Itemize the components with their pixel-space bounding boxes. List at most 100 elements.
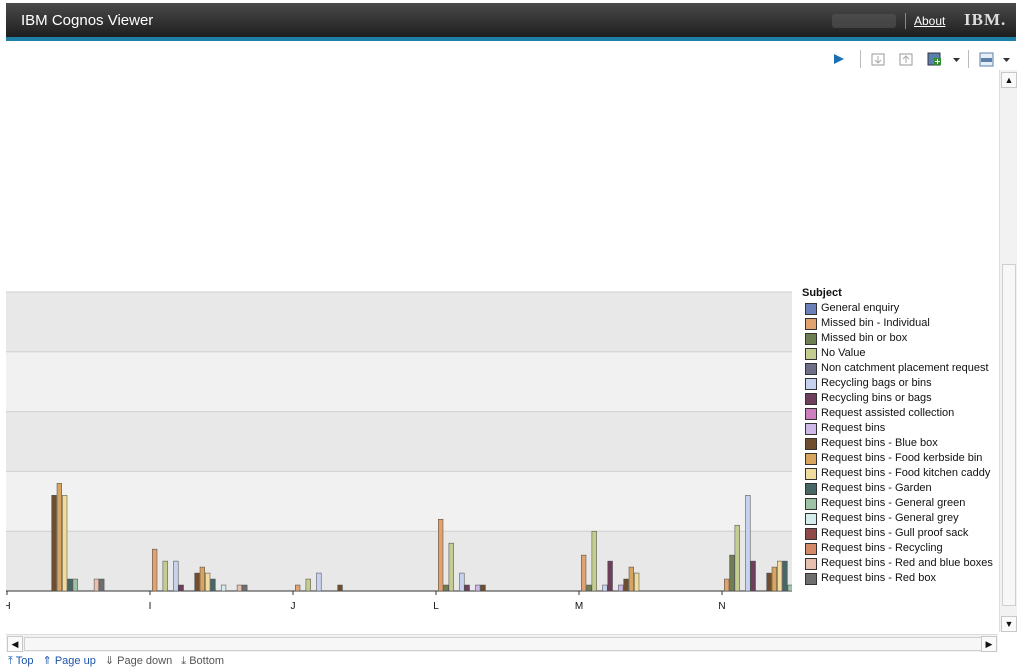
- scroll-right-button[interactable]: ▶: [981, 636, 997, 652]
- page-up-link[interactable]: ⇑ Page up: [43, 655, 99, 667]
- bar[interactable]: [205, 572, 211, 592]
- play-icon: [834, 54, 844, 64]
- legend-swatch: [805, 572, 817, 585]
- drill-down-icon: [871, 53, 885, 66]
- bar[interactable]: [438, 518, 444, 592]
- bar[interactable]: [734, 524, 740, 592]
- legend-item: Missed bin or box: [802, 331, 998, 346]
- bar[interactable]: [242, 584, 248, 592]
- horizontal-scrollbar[interactable]: ◀ ▶: [6, 634, 998, 652]
- bar[interactable]: [194, 572, 200, 592]
- grid-band: [6, 531, 792, 591]
- add-icon: [927, 52, 941, 66]
- output-format-dropdown[interactable]: [1002, 50, 1012, 68]
- bar[interactable]: [628, 566, 634, 592]
- bar[interactable]: [210, 578, 216, 592]
- x-tick-label: J: [291, 601, 296, 612]
- legend-swatch: [805, 422, 817, 435]
- bar[interactable]: [56, 483, 62, 592]
- last-page-icon: ⤓: [181, 655, 187, 667]
- add-dropdown-button[interactable]: [952, 50, 962, 68]
- x-tick-label: N: [718, 601, 725, 612]
- bar[interactable]: [618, 584, 624, 592]
- legend-label: Request bins - Red box: [821, 572, 936, 584]
- bar[interactable]: [602, 584, 608, 592]
- bar[interactable]: [295, 584, 301, 592]
- bar[interactable]: [480, 584, 486, 592]
- grid-band: [6, 351, 792, 412]
- about-link[interactable]: About: [914, 14, 946, 28]
- bar[interactable]: [443, 584, 449, 592]
- bar[interactable]: [162, 560, 168, 592]
- bar[interactable]: [591, 530, 597, 592]
- bar[interactable]: [67, 578, 73, 592]
- bar[interactable]: [777, 560, 783, 592]
- bar[interactable]: [771, 566, 777, 592]
- bar[interactable]: [724, 578, 730, 592]
- horizontal-scroll-thumb[interactable]: [24, 637, 986, 651]
- bar[interactable]: [782, 560, 788, 592]
- bar[interactable]: [766, 572, 772, 592]
- legend-label: Missed bin - Individual: [821, 317, 930, 329]
- scroll-left-button[interactable]: ◀: [7, 636, 23, 652]
- vertical-scrollbar[interactable]: ▲ ▼: [999, 70, 1017, 632]
- drill-up-button[interactable]: [898, 50, 916, 68]
- bar[interactable]: [72, 578, 78, 592]
- bar[interactable]: [581, 554, 587, 592]
- toolbar-separator: [968, 50, 969, 68]
- run-report-button[interactable]: [832, 50, 846, 68]
- legend-item: Request bins - Red box: [802, 571, 998, 586]
- scroll-down-button[interactable]: ▼: [1001, 616, 1017, 632]
- bar[interactable]: [337, 584, 343, 592]
- bar[interactable]: [448, 542, 454, 592]
- bar[interactable]: [99, 578, 105, 592]
- output-format-button[interactable]: [978, 50, 996, 68]
- bar[interactable]: [729, 554, 735, 592]
- bottom-link[interactable]: ⤓ Bottom: [181, 655, 224, 667]
- bar[interactable]: [459, 572, 465, 592]
- bar[interactable]: [607, 560, 613, 592]
- bar[interactable]: [305, 578, 311, 592]
- grid-band: [6, 471, 792, 532]
- legend-label: Recycling bins or bags: [821, 392, 932, 404]
- top-link[interactable]: ⤒ Top: [8, 655, 37, 667]
- legend-label: No Value: [821, 347, 866, 359]
- bar[interactable]: [745, 495, 751, 592]
- page-down-icon: ⇓: [104, 655, 115, 667]
- bar[interactable]: [236, 584, 243, 592]
- bar[interactable]: [62, 495, 68, 592]
- title-divider: [905, 13, 906, 29]
- bar[interactable]: [787, 584, 792, 592]
- bar[interactable]: [152, 548, 158, 592]
- toolbar-separator: [860, 50, 861, 68]
- bar[interactable]: [51, 495, 57, 592]
- bar[interactable]: [586, 584, 592, 592]
- bar[interactable]: [464, 584, 470, 592]
- x-tick-label: L: [433, 601, 439, 612]
- bar[interactable]: [220, 584, 227, 592]
- legend-swatch: [805, 332, 817, 345]
- bar[interactable]: [634, 572, 640, 592]
- chevron-down-icon: [953, 58, 960, 62]
- bar[interactable]: [750, 560, 756, 592]
- legend-label: Request bins - Gull proof sack: [821, 527, 969, 539]
- scroll-up-button[interactable]: ▲: [1001, 72, 1017, 88]
- bar[interactable]: [199, 566, 205, 592]
- grid-band: [6, 411, 792, 472]
- bar[interactable]: [93, 578, 100, 592]
- legend-label: Request bins: [821, 422, 886, 434]
- vertical-scroll-thumb[interactable]: [1002, 264, 1016, 606]
- bar[interactable]: [623, 578, 629, 592]
- bar[interactable]: [316, 572, 322, 592]
- bar[interactable]: [178, 584, 184, 592]
- top-label: Top: [15, 655, 34, 667]
- legend-swatch: [805, 542, 817, 555]
- first-page-icon: ⤒: [8, 655, 13, 667]
- add-to-bookmarks-button[interactable]: [926, 50, 944, 68]
- bar[interactable]: [173, 560, 179, 592]
- legend-label: Request bins - Food kerbside bin: [821, 452, 983, 464]
- legend-item: Recycling bins or bags: [802, 391, 998, 406]
- bar[interactable]: [475, 584, 481, 592]
- drill-down-button[interactable]: [870, 50, 888, 68]
- page-down-link[interactable]: ⇓ Page down: [105, 655, 175, 667]
